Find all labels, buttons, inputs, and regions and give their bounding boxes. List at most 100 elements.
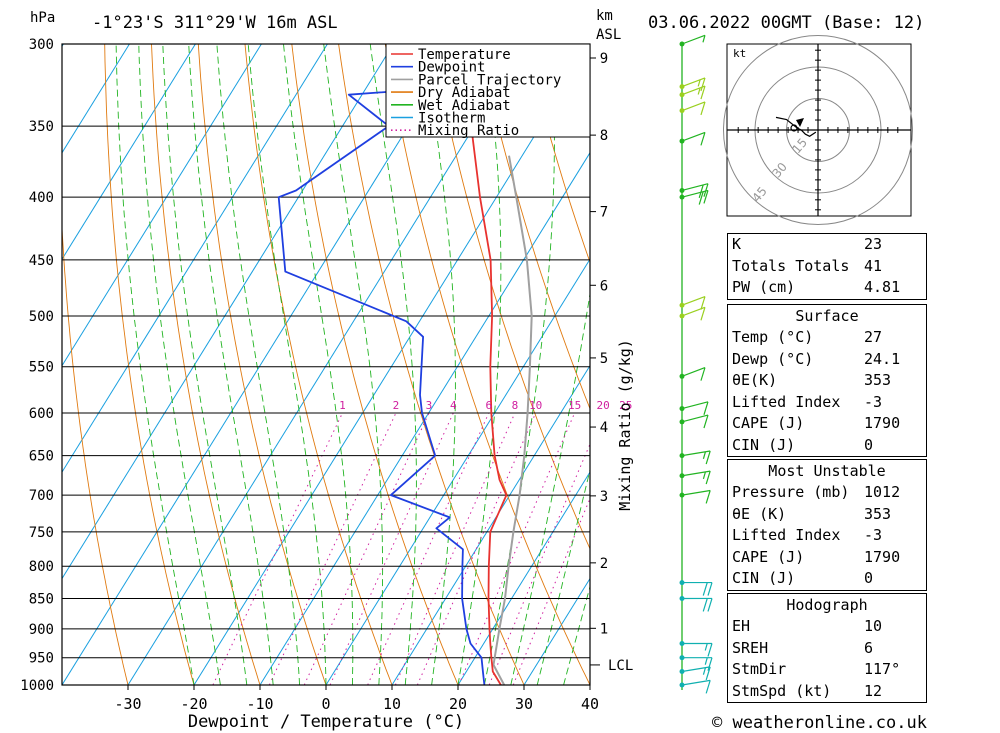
mixing-ratio-line xyxy=(512,497,590,685)
wind-barb xyxy=(679,77,706,92)
wind-barb xyxy=(679,679,711,694)
wind-barb xyxy=(679,131,706,146)
x-tick-label: 40 xyxy=(581,695,599,713)
wet-adiabat-line xyxy=(457,44,502,685)
wind-barb xyxy=(679,655,713,671)
legend-label: Mixing Ratio xyxy=(418,123,519,139)
surface-table: Surface Temp (°C) 27 Dewp (°C) 24.1 θE(K) 353… xyxy=(727,304,927,457)
km-unit: km xyxy=(596,8,613,24)
mixing-ratio-label: 8 xyxy=(512,399,519,412)
asl-unit: ASL xyxy=(596,27,621,43)
mixing-ratio-label: 25 xyxy=(619,399,632,412)
index-row: Lifted Index -3 xyxy=(728,525,926,547)
legend-label: Parcel Trajectory xyxy=(418,72,561,88)
pressure-tick-label: 350 xyxy=(29,119,54,135)
dry-adiabat-line xyxy=(384,44,590,685)
index-row: StmSpd (kt) 12 xyxy=(728,681,926,703)
index-value: 1790 xyxy=(864,414,901,432)
index-value: 353 xyxy=(864,504,892,523)
wet-adiabat-line xyxy=(536,467,590,685)
mixing-ratio-label: 1 xyxy=(339,399,346,412)
km-tick-label: 2 xyxy=(600,556,608,572)
storm-motion-circle xyxy=(790,124,798,132)
index-row: Lifted Index -3 xyxy=(728,392,926,414)
isotherm-line xyxy=(62,44,130,154)
km-tick-label: 4 xyxy=(600,420,608,436)
temperature-line xyxy=(461,44,508,685)
wind-barb xyxy=(679,101,706,116)
index-value: 41 xyxy=(864,256,883,275)
wind-barb xyxy=(679,401,709,415)
index-value: 4.81 xyxy=(864,278,901,296)
index-label: SREH xyxy=(732,638,769,657)
isotherm-line xyxy=(62,44,196,261)
pressure-tick-label: 400 xyxy=(29,190,54,206)
legend-label: Wet Adiabat xyxy=(418,98,511,114)
index-row: θE (K) 353 xyxy=(728,504,926,526)
index-label: Totals Totals xyxy=(732,256,850,275)
parcel-trajectory-line xyxy=(492,155,533,685)
index-label: PW (cm) xyxy=(732,278,796,296)
index-value: 6 xyxy=(864,638,874,657)
wet-adiabat-line xyxy=(369,44,417,685)
location-title: -1°23'S 311°29'W 16m ASL xyxy=(92,13,338,33)
isotherm-line xyxy=(325,258,590,685)
pressure-tick-label: 850 xyxy=(29,591,54,607)
index-label: Dewp (°C) xyxy=(732,349,814,368)
isotherm-line xyxy=(259,151,590,685)
x-tick-label: 20 xyxy=(449,695,467,713)
km-tick-label: 8 xyxy=(600,128,608,144)
x-tick-label: -30 xyxy=(114,695,141,713)
most-unstable-title: Most Unstable xyxy=(768,462,886,480)
pressure-tick-label: 650 xyxy=(29,449,54,465)
index-label: Pressure (mb) xyxy=(732,483,850,501)
index-label: CIN (J) xyxy=(732,435,796,454)
wet-adiabat-line xyxy=(283,44,354,685)
index-label: θE(K) xyxy=(732,371,778,389)
wet-adiabat-line xyxy=(247,44,327,685)
mixing-ratio-line xyxy=(416,412,537,685)
index-label: Temp (°C) xyxy=(732,328,814,346)
index-row: PW (cm) 4.81 xyxy=(728,277,926,299)
legend-label: Dewpoint xyxy=(418,60,485,76)
storm-motion-marker xyxy=(796,118,804,127)
wet-adiabat-line xyxy=(483,44,555,685)
pressure-tick-label: 300 xyxy=(29,37,54,53)
pressure-tick-label: 750 xyxy=(29,525,54,541)
index-label: Lifted Index xyxy=(732,526,841,544)
index-row: EH 10 xyxy=(728,616,926,638)
mixing-ratio-label: 20 xyxy=(597,399,610,412)
km-tick-label: 6 xyxy=(600,278,608,294)
mixing-ratio-line xyxy=(303,412,430,685)
wind-barb xyxy=(679,295,706,310)
most-unstable-table: Most Unstable Pressure (mb) 1012 θE (K) 353… xyxy=(727,459,927,591)
mixing-ratio-label: 3 xyxy=(426,399,433,412)
hpa-unit: hPa xyxy=(30,10,55,26)
index-label: StmSpd (kt) xyxy=(732,681,832,700)
index-row: Dewp (°C) 24.1 xyxy=(728,349,926,371)
index-value: 1790 xyxy=(864,547,901,566)
index-label: K xyxy=(732,235,742,253)
mixing-ratio-axis-title: Mixing Ratio (g/kg) xyxy=(616,339,634,511)
pressure-tick-label: 450 xyxy=(29,253,54,269)
isotherm-line xyxy=(62,44,394,580)
wet-adiabat-line xyxy=(216,44,301,685)
index-label: CIN (J) xyxy=(732,569,796,587)
legend-label: Isotherm xyxy=(418,111,485,127)
index-value: 12 xyxy=(864,681,883,700)
index-value: 27 xyxy=(864,328,883,346)
index-label: EH xyxy=(732,617,751,635)
hodograph-unit: kt xyxy=(733,47,746,60)
index-value: 10 xyxy=(864,617,883,635)
pressure-tick-label: 700 xyxy=(29,488,54,504)
index-label: Lifted Index xyxy=(732,392,841,411)
pressure-tick-label: 900 xyxy=(29,622,54,638)
km-tick-label: 3 xyxy=(600,489,608,505)
wind-barb xyxy=(679,666,711,681)
dry-adiabat-line xyxy=(151,44,261,685)
km-tick-label: 1 xyxy=(600,621,608,637)
dewpoint-line xyxy=(277,44,486,685)
mixing-ratio-label: 15 xyxy=(568,399,581,412)
